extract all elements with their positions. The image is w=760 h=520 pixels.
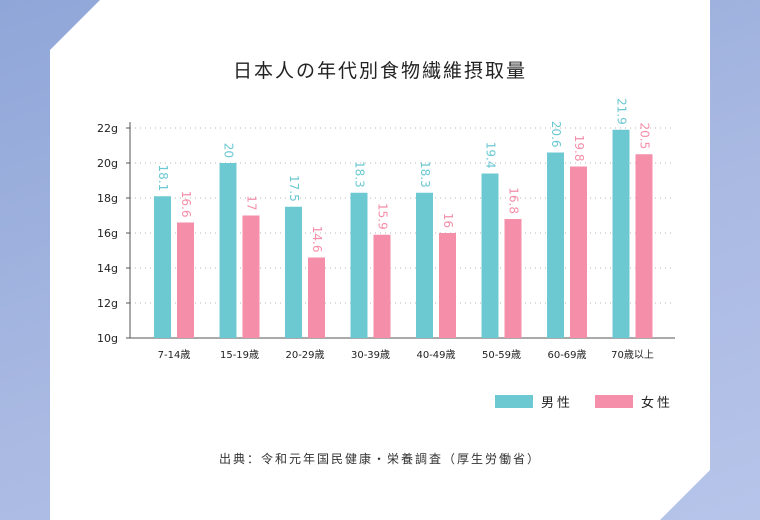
data-label-female: 14.6 <box>310 226 324 253</box>
bar-male <box>547 152 564 338</box>
x-tick-label: 15-19歳 <box>220 349 259 361</box>
legend-item-female: 女性 <box>595 392 673 411</box>
bar-male <box>350 192 368 338</box>
chart-card: 日本人の年代別食物繊維摂取量 10g 12g 14g 16g 18g 20g 22g 18.1… <box>50 0 710 520</box>
bar-female <box>570 166 587 338</box>
y-tick-label: 18g <box>97 192 118 205</box>
bar-male <box>416 192 433 338</box>
data-label-female: 16.8 <box>507 187 521 214</box>
y-tick-label: 10g <box>97 332 118 345</box>
data-label-male: 17.5 <box>287 175 301 202</box>
bar-male <box>154 196 171 338</box>
bar-male <box>481 173 499 338</box>
data-label-female: 15.9 <box>376 203 390 230</box>
data-label-female: 17 <box>245 195 259 210</box>
bar-female <box>373 234 391 338</box>
x-tick-label: 50-59歳 <box>482 349 521 361</box>
x-tick-label: 40-49歳 <box>416 349 455 361</box>
source-note: 出典：令和元年国民健康・栄養調査（厚生労働省） <box>218 452 541 466</box>
data-label-male: 19.4 <box>484 142 498 169</box>
bar-chart: 10g 12g 14g 16g 18g 20g 22g 18.1 16.6 7-14歳 20 17 15… <box>97 98 675 361</box>
x-tick-label: 30-39歳 <box>351 349 390 361</box>
y-tick-label: 20g <box>97 157 118 170</box>
legend-label-male: 男性 <box>541 396 574 411</box>
data-label-female: 16 <box>441 213 455 228</box>
legend-item-male: 男性 <box>495 392 573 411</box>
legend-label-female: 女性 <box>641 396 674 411</box>
legend-swatch-female <box>595 395 633 408</box>
data-label-male: 20 <box>222 143 236 158</box>
data-label-female: 19.8 <box>572 135 586 162</box>
data-label-male: 20.6 <box>549 121 563 148</box>
legend-swatch-male <box>495 395 533 408</box>
chart-title: 日本人の年代別食物繊維摂取量 <box>232 60 527 82</box>
data-label-male: 18.3 <box>418 161 432 188</box>
data-label-male: 18.1 <box>156 165 170 192</box>
data-label-male: 18.3 <box>353 161 367 188</box>
bar-male <box>285 206 302 338</box>
x-tick-label: 7-14歳 <box>158 349 191 361</box>
bar-female <box>635 154 653 338</box>
bar-female <box>308 257 325 338</box>
bar-male <box>219 163 237 338</box>
y-tick-label: 12g <box>97 297 118 310</box>
bar-female <box>177 222 194 338</box>
data-label-female: 20.5 <box>638 123 652 150</box>
x-tick-label: 70歳以上 <box>611 349 654 361</box>
y-tick-label: 22g <box>97 122 118 135</box>
data-label-male: 21.9 <box>615 98 629 125</box>
y-tick-label: 16g <box>97 227 118 240</box>
bar-female <box>504 219 522 338</box>
x-tick-label: 60-69歳 <box>547 349 586 361</box>
bar-female <box>439 233 456 338</box>
data-label-female: 16.6 <box>179 191 193 218</box>
bar-female <box>242 215 260 338</box>
bar-male <box>612 129 630 338</box>
y-tick-label: 14g <box>97 262 118 275</box>
x-tick-label: 20-29歳 <box>285 349 324 361</box>
